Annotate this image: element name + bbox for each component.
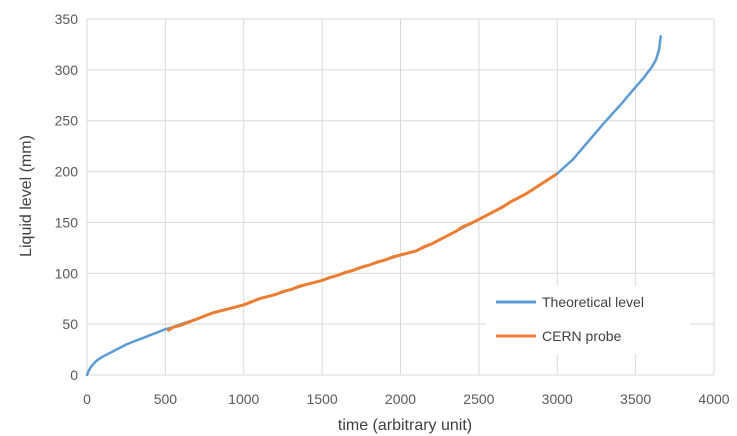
y-tick-label-6: 300 <box>55 62 79 78</box>
x-tick-label-0: 0 <box>83 391 91 407</box>
legend-label-cern: CERN probe <box>542 328 622 344</box>
y-tick-label-2: 100 <box>55 265 79 281</box>
y-tick-label-5: 250 <box>55 113 79 129</box>
legend-label-theoretical: Theoretical level <box>542 294 644 310</box>
y-axis-title: Liquid level (mm) <box>18 135 35 257</box>
y-tick-label-4: 200 <box>55 164 79 180</box>
series-layer <box>85 35 662 377</box>
y-tick-label-0: 0 <box>70 367 78 383</box>
x-tick-label-8: 4000 <box>698 391 729 407</box>
x-tick-label-4: 2000 <box>385 391 416 407</box>
x-tick-label-1: 500 <box>154 391 178 407</box>
y-tick-label-3: 150 <box>55 214 79 230</box>
x-tick-label-7: 3500 <box>620 391 651 407</box>
x-axis-ticks: 0 500 1000 1500 2000 2500 3000 3500 4000 <box>83 391 730 407</box>
legend: Theoretical level CERN probe <box>486 286 690 354</box>
grid-lines <box>86 18 715 376</box>
x-axis-title: time (arbitrary unit) <box>338 417 472 434</box>
x-tick-label-3: 1500 <box>307 391 338 407</box>
legend-box <box>486 286 690 354</box>
x-tick-label-6: 3000 <box>542 391 573 407</box>
series-line-cern-probe <box>167 173 558 332</box>
y-tick-label-1: 50 <box>62 316 78 332</box>
x-tick-label-2: 1000 <box>228 391 259 407</box>
y-axis-ticks: 0 50 100 150 200 250 300 350 <box>55 11 79 383</box>
y-tick-label-7: 350 <box>55 11 79 27</box>
x-tick-label-5: 2500 <box>463 391 494 407</box>
